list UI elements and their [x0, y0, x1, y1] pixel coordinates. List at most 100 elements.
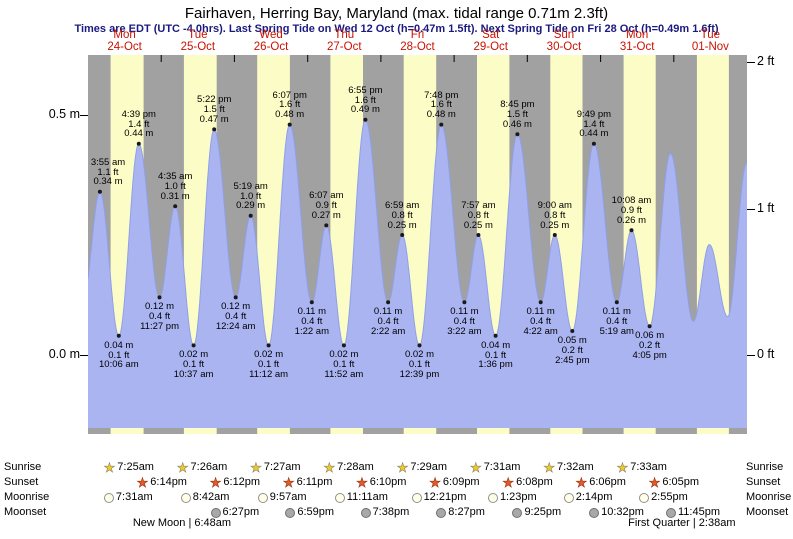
annotation-line-1: 1.4 ft	[583, 118, 605, 130]
sunset-star-icon: ★	[502, 475, 515, 490]
astro-time: 12:21pm	[423, 491, 467, 503]
moonrise-entry: 12:21pm	[411, 491, 467, 504]
tide-annotation-low: 0.04 m 0.1 ft 1:36 pm	[478, 340, 512, 370]
tide-plot-area	[88, 55, 747, 434]
y-axis-label-right: 1 ft	[757, 200, 775, 215]
astro-time: 1:23pm	[499, 491, 537, 503]
sunrise-entry: ★ 7:31am	[470, 461, 521, 475]
day-name: Fri	[410, 29, 425, 41]
sunset-star-icon: ★	[136, 475, 149, 490]
annotation-line-1: 1.5 ft	[203, 104, 225, 116]
sunrise-entry: ★ 7:26am	[177, 461, 228, 475]
annotation-line-2: 4:05 pm	[632, 349, 667, 361]
annotation-line-1: 0.8 ft	[391, 209, 413, 221]
row-label-right-moonrise: Moonrise	[746, 491, 792, 503]
tide-annotation-low: 0.11 m 0.4 ft 3:22 am	[447, 307, 481, 336]
moonset-icon	[589, 507, 600, 518]
tide-extreme-dot	[538, 300, 543, 305]
row-label-left-moonset: Moonset	[4, 506, 47, 518]
annotation-line-1: 0.1 ft	[108, 349, 130, 361]
day-label: Tue 25-Oct	[180, 29, 216, 53]
tide-extreme-dot	[266, 343, 271, 348]
moonset-entry: 10:32pm	[589, 506, 644, 519]
annotation-line-0: 0.02 m	[404, 349, 434, 361]
annotation-line-0: 0.12 m	[221, 301, 251, 313]
annotation-line-0: 7:57 am	[461, 200, 496, 211]
tide-annotation-low: 0.05 m 0.2 ft 2:45 pm	[555, 336, 589, 365]
row-label-right-sunset: Sunset	[746, 476, 781, 488]
tide-extreme-dot	[341, 343, 346, 348]
annotation-line-2: 10:06 am	[99, 359, 139, 371]
y-axis-tick-left	[80, 115, 88, 116]
day-name: Thu	[334, 29, 355, 41]
sunset-entry: ★ 6:05pm	[648, 475, 699, 490]
day-name: Wed	[259, 29, 283, 41]
tide-annotation-low: 0.11 m 0.4 ft 2:22 am	[371, 307, 405, 336]
sunset-entry: ★ 6:14pm	[136, 475, 187, 490]
day-date: 28-Oct	[400, 40, 435, 53]
tide-annotation-high: 3:55 am 1.1 ft 0.34 m	[91, 157, 125, 188]
annotation-line-0: 9:00 am	[537, 200, 572, 211]
sunset-entry: ★ 6:10pm	[356, 476, 407, 490]
row-label-right-sunrise: Sunrise	[746, 461, 784, 473]
annotation-line-2: 4:22 am	[523, 325, 558, 337]
astro-time: 2:14pm	[575, 491, 613, 503]
annotation-line-1: 0.4 ft	[453, 315, 475, 327]
tide-area	[88, 119, 747, 429]
chart-subtitle: Times are EDT (UTC -4.0hrs). Last Spring…	[74, 23, 719, 35]
tide-curve	[88, 119, 747, 346]
moonset-entry: 11:45pm	[666, 506, 720, 519]
day-date: 30-Oct	[546, 40, 582, 53]
moonrise-icon	[487, 492, 498, 503]
tide-annotation-low: 0.06 m 0.2 ft 4:05 pm	[632, 331, 666, 360]
moonrise-icon	[103, 492, 114, 503]
moonset-entry: 9:25pm	[512, 506, 561, 519]
annotation-line-2: 0.46 m	[502, 118, 532, 130]
tide-extreme-dot	[386, 300, 391, 305]
day-name: Tue	[188, 29, 208, 41]
annotation-line-2: 0.34 m	[93, 176, 123, 188]
sunrise-star-icon: ★	[543, 460, 555, 475]
day-date: 25-Oct	[180, 40, 216, 53]
sunset-star-icon: ★	[575, 475, 588, 490]
sunrise-star-icon: ★	[103, 460, 116, 475]
annotation-line-1: 1.6 ft	[279, 99, 301, 111]
day-name: Sun	[553, 29, 575, 41]
sunrise-star-icon: ★	[250, 460, 262, 475]
annotation-line-2: 10:37 am	[173, 368, 214, 380]
row-label-left-sunset: Sunset	[4, 476, 39, 488]
annotation-line-1: 0.1 ft	[258, 359, 280, 371]
annotation-line-0: 0.02 m	[179, 349, 209, 361]
moonset-icon	[666, 507, 676, 518]
tide-annotation-high: 6:55 pm 1.6 ft 0.49 m	[348, 85, 382, 116]
sunset-star-icon: ★	[648, 475, 661, 490]
tide-annotation-high: 6:59 am 0.8 ft 0.25 m	[385, 201, 419, 230]
tide-annotation-high: 5:19 am 1.0 ft 0.29 m	[233, 181, 267, 211]
sunset-entry: ★ 6:06pm	[575, 475, 626, 490]
day-name: Sat	[482, 29, 500, 41]
annotation-line-2: 11:12 am	[249, 368, 289, 380]
tide-extreme-dot	[647, 324, 652, 329]
annotation-line-0: 0.04 m	[104, 339, 134, 351]
astro-time: 6:59pm	[297, 506, 335, 518]
tide-extreme-dot	[212, 127, 217, 132]
annotation-line-0: 0.02 m	[329, 349, 359, 361]
annotation-line-0: 0.02 m	[254, 349, 284, 361]
moonset-icon	[512, 507, 523, 518]
annotation-line-2: 0.49 m	[350, 104, 380, 116]
day-date: 27-Oct	[327, 40, 362, 53]
annotation-line-2: 0.31 m	[160, 190, 190, 202]
annotation-line-2: 0.27 m	[311, 209, 341, 221]
row-label-right-moonset: Moonset	[746, 506, 789, 518]
tide-extreme-dot	[324, 223, 329, 228]
astro-time: 2:55pm	[651, 491, 688, 503]
moonrise-icon	[411, 492, 422, 503]
annotation-line-2: 12:39 pm	[399, 368, 440, 380]
astro-time: 8:27pm	[448, 506, 485, 518]
annotation-line-2: 2:22 am	[370, 325, 406, 337]
annotation-line-0: 6:07 pm	[272, 89, 307, 101]
tide-extreme-dot	[309, 300, 314, 305]
annotation-line-1: 0.4 ft	[148, 311, 171, 323]
y-axis-label-right: 0 ft	[757, 347, 775, 361]
moonrise-entry: 1:23pm	[487, 491, 537, 504]
